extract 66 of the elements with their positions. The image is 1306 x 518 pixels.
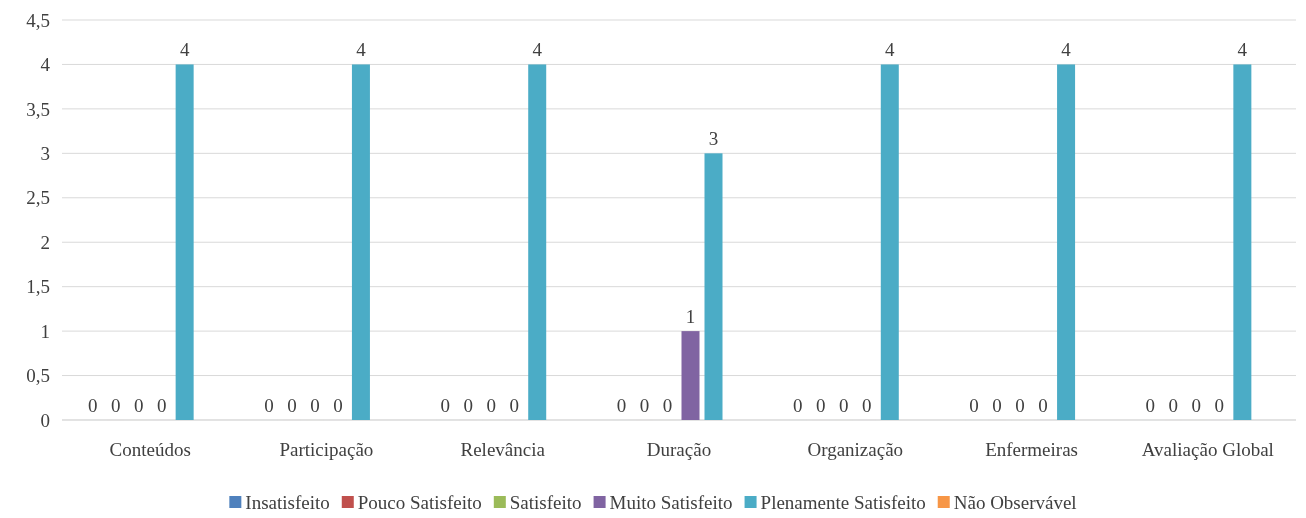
legend-label: Muito Satisfeito: [609, 491, 733, 513]
bar: [880, 64, 899, 420]
data-label: 0: [1168, 395, 1179, 416]
data-label: 4: [532, 39, 543, 61]
bar: [351, 64, 370, 420]
data-label: 0: [816, 395, 826, 416]
y-tick-label: 2,5: [26, 187, 50, 209]
data-label: 0: [310, 395, 320, 416]
x-tick-label: Avaliação Global: [1141, 439, 1274, 460]
data-label: 0: [440, 395, 450, 416]
y-tick-label: 4,5: [26, 9, 50, 31]
data-label: 0: [509, 395, 519, 416]
data-label: 0: [110, 395, 121, 416]
bar: [528, 64, 547, 420]
y-tick-label: 3,5: [26, 98, 50, 120]
data-label: 0: [862, 395, 872, 416]
legend-label: Insatisfeito: [245, 491, 330, 513]
legend-label: Plenamente Satisfeito: [760, 491, 926, 513]
bar: [681, 331, 700, 420]
data-label: 0: [287, 395, 297, 416]
data-label: 0: [1214, 395, 1225, 416]
data-label: 4: [1061, 39, 1072, 61]
data-label: 0: [639, 395, 650, 416]
x-tick-label: Enfermeiras: [985, 439, 1078, 460]
legend-label: Não Observável: [953, 491, 1077, 513]
data-label: 0: [1191, 395, 1202, 416]
x-tick-label: Organização: [807, 439, 904, 460]
data-label: 0: [463, 395, 473, 416]
bar: [704, 153, 723, 420]
data-label: 0: [1038, 395, 1048, 416]
data-label: 0: [1015, 395, 1025, 416]
y-tick-label: 3: [40, 142, 50, 164]
data-label: 0: [793, 395, 803, 416]
bar: [175, 64, 194, 420]
data-label: 0: [156, 395, 167, 416]
x-tick-label: Relevância: [460, 439, 546, 460]
legend-label: Pouco Satisfeito: [357, 491, 482, 513]
y-tick-label: 0: [40, 409, 50, 431]
x-tick-label: Duração: [646, 439, 712, 460]
bar: [1233, 64, 1252, 420]
y-tick-label: 1: [40, 320, 50, 342]
data-label: 3: [708, 128, 719, 150]
data-label: 4: [356, 39, 367, 61]
x-tick-label: Participação: [279, 439, 374, 460]
data-label: 0: [87, 395, 98, 416]
y-tick-label: 0,5: [26, 365, 50, 387]
x-tick-label: Conteúdos: [109, 439, 191, 460]
legend-label: Satisfeito: [509, 491, 582, 513]
bar: [1057, 64, 1076, 420]
y-tick-label: 4: [40, 54, 51, 76]
data-label: 0: [616, 395, 627, 416]
data-label: 4: [1237, 39, 1248, 61]
data-label: 0: [333, 395, 343, 416]
data-label: 4: [885, 39, 896, 61]
data-label: 0: [486, 395, 496, 416]
data-label: 4: [179, 39, 190, 61]
data-label: 0: [264, 395, 274, 416]
data-label: 0: [662, 395, 673, 416]
y-tick-label: 1,5: [26, 276, 50, 298]
data-label: 0: [839, 395, 849, 416]
y-tick-label: 2: [40, 231, 50, 253]
data-label: 0: [969, 395, 979, 416]
data-label: 1: [685, 306, 696, 328]
data-label: 0: [133, 395, 144, 416]
data-label: 0: [992, 395, 1002, 416]
data-label: 0: [1145, 395, 1156, 416]
